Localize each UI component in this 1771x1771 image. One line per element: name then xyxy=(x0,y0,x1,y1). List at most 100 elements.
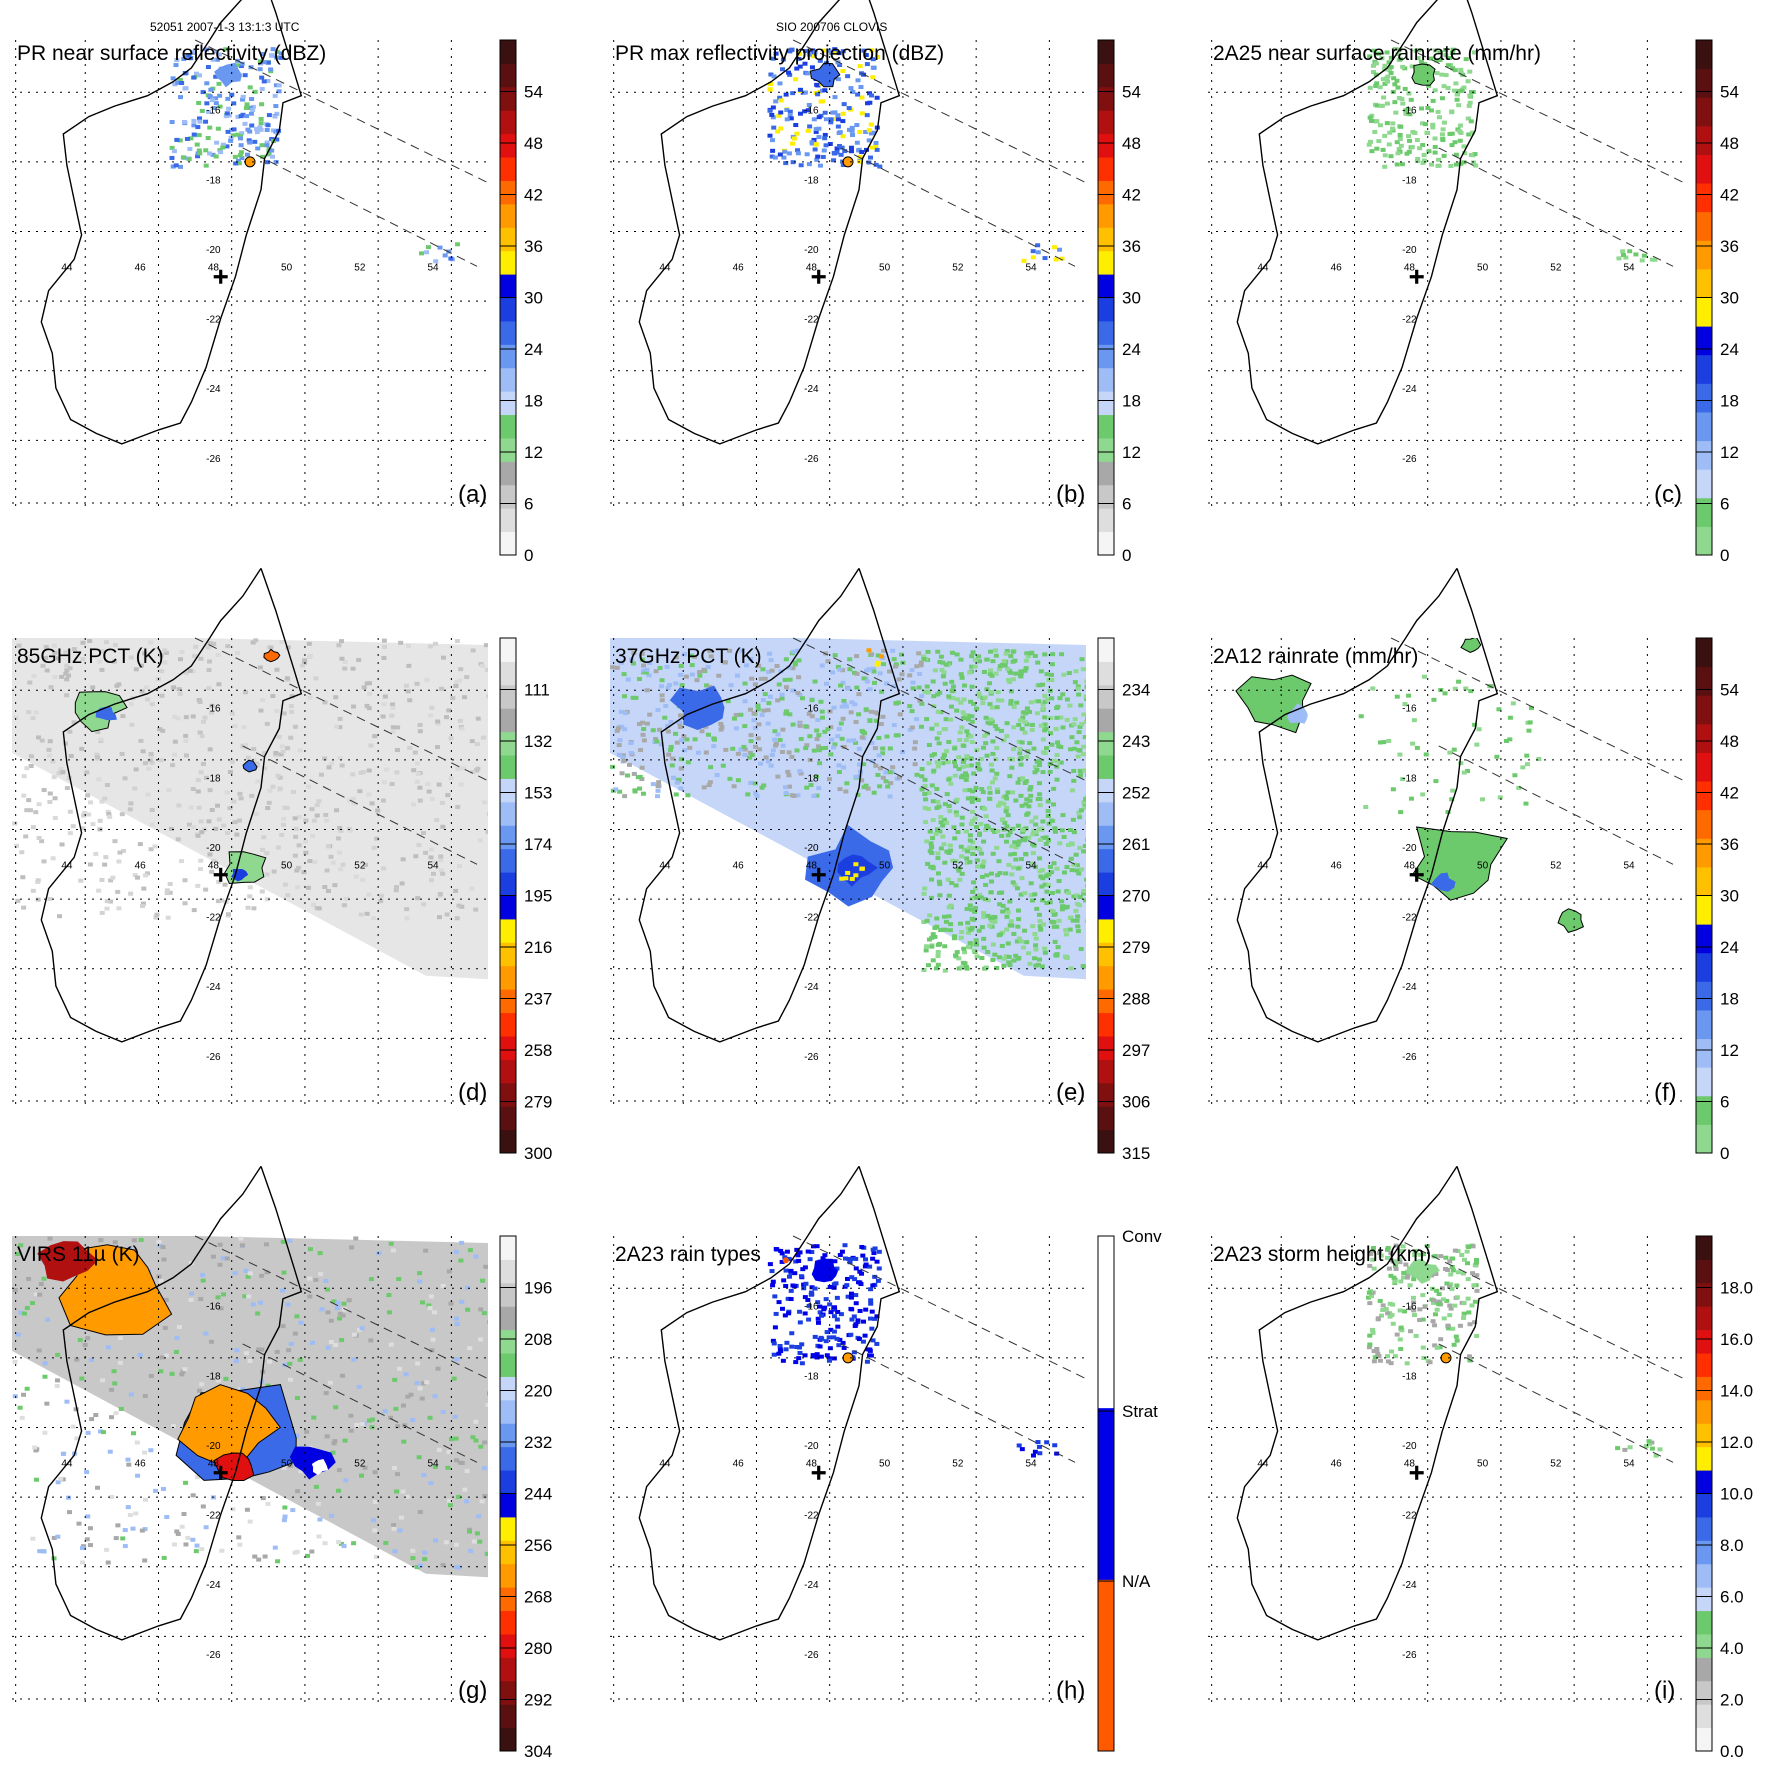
rain-pixel xyxy=(1411,1277,1417,1282)
rain-pixel xyxy=(1376,139,1382,144)
rain-pixel xyxy=(1370,1327,1376,1332)
colorbar-segment xyxy=(500,1540,516,1565)
tb-pixel xyxy=(816,748,822,753)
rain-pixel xyxy=(1448,1272,1454,1277)
rain-pixel xyxy=(816,126,822,131)
tb-pixel xyxy=(990,942,996,947)
tb-pixel xyxy=(207,641,213,646)
tb-pixel xyxy=(705,732,711,737)
colorbar-segment xyxy=(1098,872,1114,896)
tb-pixel xyxy=(752,725,758,730)
rain-pixel xyxy=(261,79,267,84)
tb-pixel xyxy=(707,649,713,654)
rain-pixel xyxy=(1418,1252,1424,1257)
rain-pixel xyxy=(244,114,250,119)
tb-pixel xyxy=(864,679,870,684)
tb-pixel xyxy=(988,871,994,876)
rain-pixel xyxy=(1420,1345,1426,1350)
rain-pixel xyxy=(274,55,280,60)
tb-pixel xyxy=(968,927,974,932)
tb-pixel xyxy=(221,1292,227,1297)
tb-pixel xyxy=(237,791,243,796)
tb-pixel xyxy=(279,1288,285,1293)
tb-pixel xyxy=(670,756,676,761)
tb-pixel xyxy=(292,816,298,821)
rain-pixel xyxy=(1402,86,1408,91)
rain-pixel xyxy=(814,82,820,87)
colorbar-tick-label: 30 xyxy=(524,289,543,308)
rain-pixel xyxy=(1445,63,1451,68)
tb-pixel xyxy=(337,850,343,855)
rain-pixel xyxy=(1385,79,1391,84)
tb-pixel xyxy=(288,1341,294,1346)
tb-pixel xyxy=(965,796,971,801)
tb-pixel xyxy=(417,722,423,727)
tb-pixel xyxy=(759,785,765,790)
rain-pixel xyxy=(1456,679,1462,684)
tb-pixel xyxy=(383,1540,389,1545)
tb-pixel xyxy=(928,841,934,846)
tb-pixel xyxy=(68,754,74,759)
tb-pixel xyxy=(617,738,623,743)
tb-pixel xyxy=(929,753,935,758)
rain-pixel xyxy=(213,74,219,79)
tb-pixel xyxy=(1056,879,1062,884)
tb-pixel xyxy=(960,764,966,769)
tb-pixel xyxy=(840,716,846,721)
rain-pixel xyxy=(1450,788,1456,793)
tb-pixel xyxy=(964,763,970,768)
tb-pixel xyxy=(42,1430,48,1435)
tb-pixel xyxy=(104,1547,110,1552)
tb-pixel xyxy=(958,921,964,926)
colorbar-segment xyxy=(1098,1012,1114,1037)
tb-pixel xyxy=(97,1429,103,1434)
rain-pixel xyxy=(1646,1439,1652,1444)
rain-pixel xyxy=(1370,686,1376,691)
rain-pixel xyxy=(1432,1323,1438,1328)
colorbar-tick-label: 292 xyxy=(524,1691,552,1710)
tb-pixel xyxy=(349,1245,355,1250)
tb-pixel xyxy=(880,746,886,751)
tb-pixel xyxy=(725,699,731,704)
precip-field xyxy=(610,638,1086,980)
rain-pixel xyxy=(191,75,197,80)
rain-pixel xyxy=(822,136,828,141)
tb-pixel xyxy=(464,1469,470,1474)
rain-pixel xyxy=(810,48,816,53)
tb-pixel xyxy=(796,658,802,663)
tb-pixel xyxy=(956,755,962,760)
rain-pixel xyxy=(1472,1320,1478,1325)
tb-pixel xyxy=(139,1528,145,1533)
rain-pixel xyxy=(1405,107,1411,112)
tb-pixel xyxy=(1015,780,1021,785)
rain-pixel xyxy=(1370,63,1376,68)
tb-pixel xyxy=(422,1550,428,1555)
rain-pixel xyxy=(1035,243,1041,248)
tb-pixel xyxy=(1084,696,1086,701)
tb-pixel xyxy=(995,873,1001,878)
colorbar-tick-label: 54 xyxy=(1720,681,1739,700)
rain-pixel xyxy=(793,77,799,82)
rain-pixel xyxy=(1469,130,1475,135)
rain-pixel xyxy=(840,1340,846,1345)
colorbar-segment xyxy=(1098,110,1114,135)
tb-pixel xyxy=(994,771,1000,776)
tb-pixel xyxy=(665,729,671,734)
rain-pixel xyxy=(782,1313,788,1318)
tb-pixel xyxy=(751,711,757,716)
tb-pixel xyxy=(405,689,411,694)
tb-pixel xyxy=(282,805,288,810)
tb-pixel xyxy=(1081,744,1086,749)
tb-pixel xyxy=(1019,828,1025,833)
tb-pixel xyxy=(978,895,984,900)
rain-pixel xyxy=(1452,68,1458,73)
storm-center-marker xyxy=(1409,867,1424,882)
tb-pixel xyxy=(999,943,1005,948)
colorbar-segment xyxy=(500,1012,516,1037)
tb-pixel xyxy=(984,657,990,662)
tb-pixel xyxy=(1048,716,1054,721)
rain-pixel xyxy=(797,87,803,92)
rain-pixel xyxy=(867,1264,873,1269)
tb-pixel xyxy=(142,1450,148,1455)
